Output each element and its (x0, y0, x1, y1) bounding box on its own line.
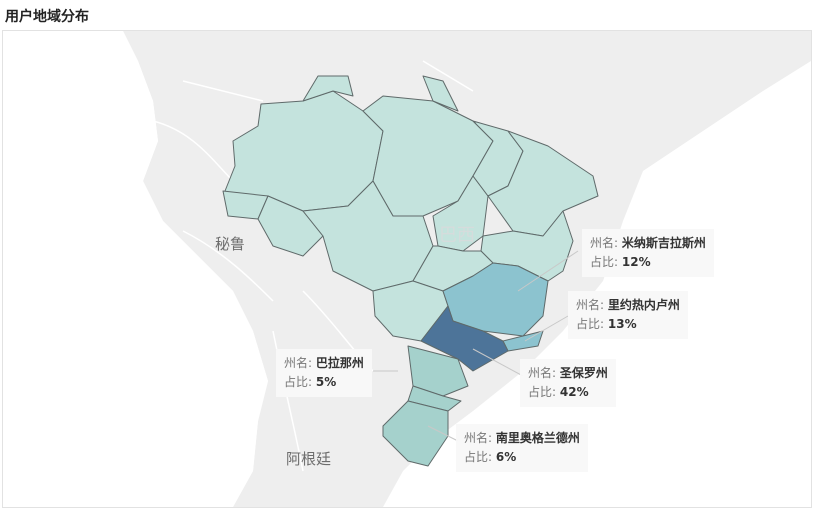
country-label-peru: 秘鲁 (215, 235, 245, 253)
state-santa-catarina[interactable] (407, 385, 462, 412)
state-amapa[interactable] (422, 75, 459, 112)
country-label-brazil: 巴西 (439, 225, 475, 246)
tooltip-rio-de-janeiro: 州名: 里约热内卢州 占比: 13% (568, 291, 688, 339)
leader-rio-grande-do-sul (427, 425, 459, 442)
tooltip-minas-gerais: 州名: 米纳斯吉拉斯州 占比: 12% (582, 229, 714, 277)
state-sao-paulo[interactable] (420, 305, 509, 372)
leader-rio-de-janeiro (524, 315, 569, 342)
state-group-low[interactable] (222, 75, 599, 342)
state-rio-grande-do-sul[interactable] (382, 400, 449, 467)
state-roraima[interactable] (302, 75, 354, 102)
tooltip-parana: 州名: 巴拉那州 占比: 5% (276, 349, 372, 397)
leader-sao-paulo (472, 348, 524, 377)
brazil-map[interactable]: 秘鲁 阿根廷 巴西 州名: 米纳斯吉拉斯州 占比: 12% 州名: 里约热内卢州… (2, 30, 812, 508)
state-group-mid[interactable] (382, 345, 469, 467)
page-title: 用户地域分布 (5, 9, 89, 25)
state-parana[interactable] (407, 345, 469, 397)
leader-minas-gerais (517, 250, 579, 292)
country-label-argentina: 阿根廷 (286, 450, 331, 468)
country-borders (152, 60, 474, 472)
state-group-top[interactable] (420, 305, 509, 372)
tooltip-rio-grande-do-sul: 州名: 南里奥格兰德州 占比: 6% (456, 424, 588, 472)
pacific-coast (3, 31, 268, 507)
tooltip-sao-paulo: 州名: 圣保罗州 占比: 42% (520, 359, 616, 407)
